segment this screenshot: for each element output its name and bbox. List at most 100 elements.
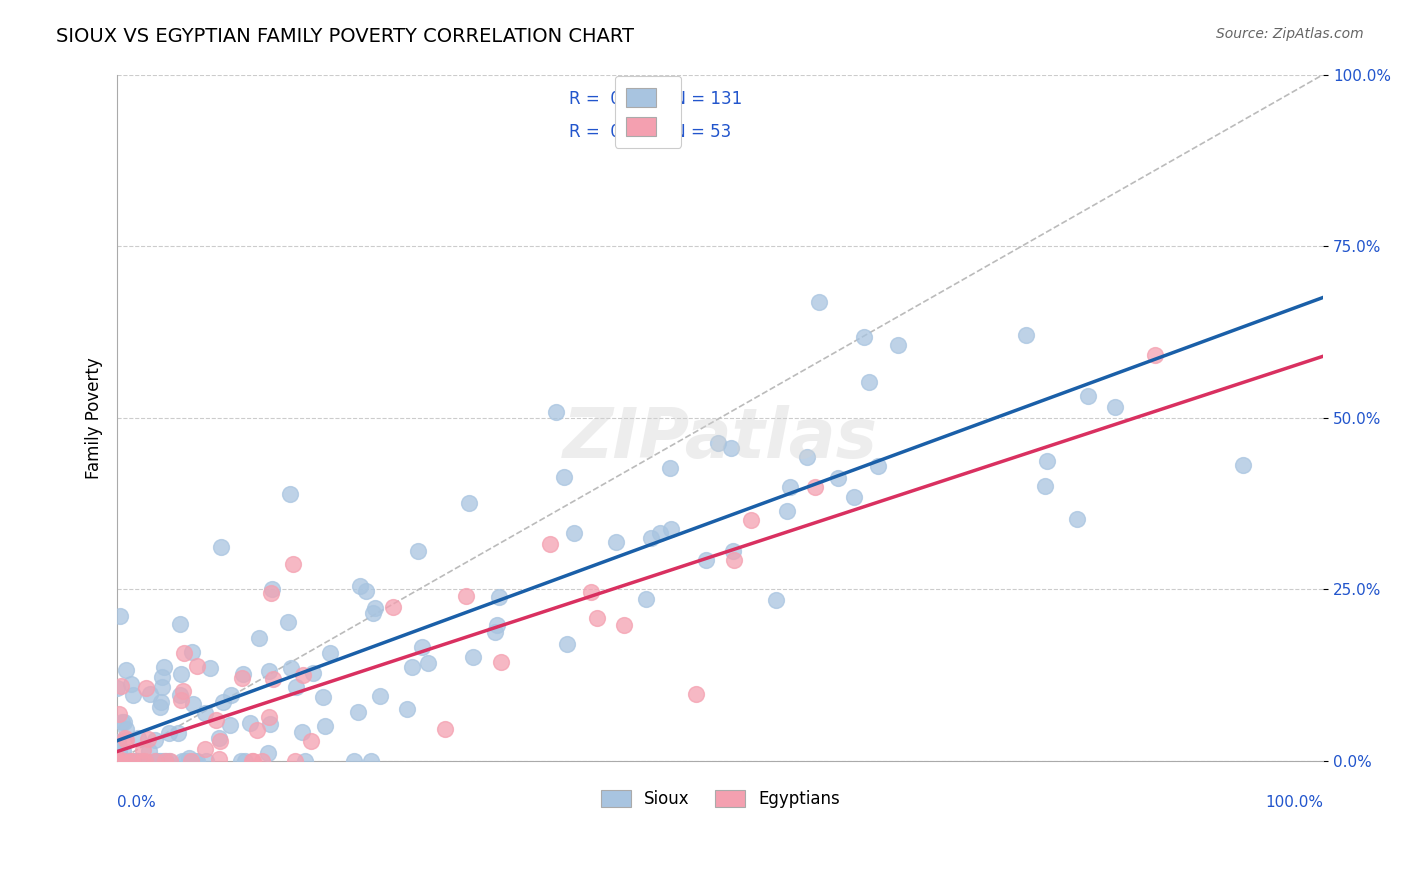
- Point: [314, 718, 336, 732]
- Point: [721, 543, 744, 558]
- Point: [150, 695, 173, 709]
- Point: [107, 754, 129, 768]
- Point: [796, 450, 818, 465]
- Point: [117, 754, 139, 768]
- Point: [284, 680, 307, 694]
- Point: [368, 689, 391, 703]
- Point: [283, 557, 305, 571]
- Point: [299, 733, 322, 747]
- Point: [105, 754, 128, 768]
- Point: [111, 754, 134, 768]
- Point: [198, 661, 221, 675]
- Point: [157, 725, 180, 739]
- Point: [484, 625, 506, 640]
- Point: [807, 295, 830, 310]
- Point: [868, 458, 890, 473]
- Point: [546, 404, 568, 418]
- Point: [562, 525, 585, 540]
- Point: [259, 717, 281, 731]
- Point: [208, 731, 231, 745]
- Point: [262, 673, 284, 687]
- Point: [112, 754, 135, 768]
- Point: [240, 754, 263, 768]
- Point: [553, 470, 575, 484]
- Point: [122, 688, 145, 702]
- Point: [650, 526, 672, 541]
- Point: [277, 615, 299, 629]
- Point: [319, 646, 342, 660]
- Point: [1104, 401, 1126, 415]
- Point: [145, 732, 167, 747]
- Point: [194, 741, 217, 756]
- Point: [105, 681, 128, 696]
- Point: [342, 754, 364, 768]
- Point: [181, 697, 204, 711]
- Point: [779, 480, 801, 494]
- Point: [179, 754, 201, 768]
- Point: [111, 744, 134, 758]
- Point: [538, 537, 561, 551]
- Point: [125, 754, 148, 768]
- Point: [107, 752, 129, 766]
- Point: [105, 754, 128, 768]
- Point: [706, 436, 728, 450]
- Point: [382, 600, 405, 615]
- Point: [155, 754, 177, 768]
- Point: [121, 754, 143, 768]
- Point: [246, 723, 269, 738]
- Point: [659, 461, 682, 475]
- Point: [152, 754, 174, 768]
- Point: [257, 709, 280, 723]
- Point: [256, 746, 278, 760]
- Point: [170, 667, 193, 681]
- Point: [486, 618, 509, 632]
- Point: [186, 754, 208, 768]
- Point: [1077, 388, 1099, 402]
- Point: [418, 656, 440, 670]
- Text: R =  0.554   N = 53: R = 0.554 N = 53: [569, 123, 731, 141]
- Point: [579, 585, 602, 599]
- Point: [723, 553, 745, 567]
- Point: [118, 754, 141, 768]
- Point: [312, 690, 335, 705]
- Point: [233, 754, 256, 768]
- Point: [131, 754, 153, 768]
- Point: [108, 744, 131, 758]
- Point: [636, 592, 658, 607]
- Point: [219, 717, 242, 731]
- Point: [205, 713, 228, 727]
- Point: [134, 754, 156, 768]
- Point: [858, 375, 880, 389]
- Point: [108, 706, 131, 721]
- Point: [586, 611, 609, 625]
- Point: [640, 531, 662, 545]
- Point: [488, 590, 510, 604]
- Point: [659, 522, 682, 536]
- Point: [489, 655, 512, 669]
- Point: [118, 754, 141, 768]
- Point: [180, 754, 202, 768]
- Point: [346, 705, 368, 719]
- Point: [765, 593, 787, 607]
- Point: [605, 534, 627, 549]
- Point: [291, 724, 314, 739]
- Point: [239, 716, 262, 731]
- Point: [354, 584, 377, 599]
- Text: SIOUX VS EGYPTIAN FAMILY POVERTY CORRELATION CHART: SIOUX VS EGYPTIAN FAMILY POVERTY CORRELA…: [56, 27, 634, 45]
- Point: [461, 650, 484, 665]
- Point: [361, 607, 384, 621]
- Point: [1143, 348, 1166, 362]
- Point: [411, 640, 433, 655]
- Point: [107, 735, 129, 749]
- Text: 0.0%: 0.0%: [117, 796, 156, 811]
- Point: [179, 751, 201, 765]
- Point: [105, 754, 128, 768]
- Text: Source: ZipAtlas.com: Source: ZipAtlas.com: [1216, 27, 1364, 41]
- Point: [115, 663, 138, 677]
- Point: [166, 726, 188, 740]
- Point: [157, 754, 180, 768]
- Point: [194, 706, 217, 720]
- Point: [153, 660, 176, 674]
- Point: [169, 688, 191, 702]
- Point: [242, 754, 264, 768]
